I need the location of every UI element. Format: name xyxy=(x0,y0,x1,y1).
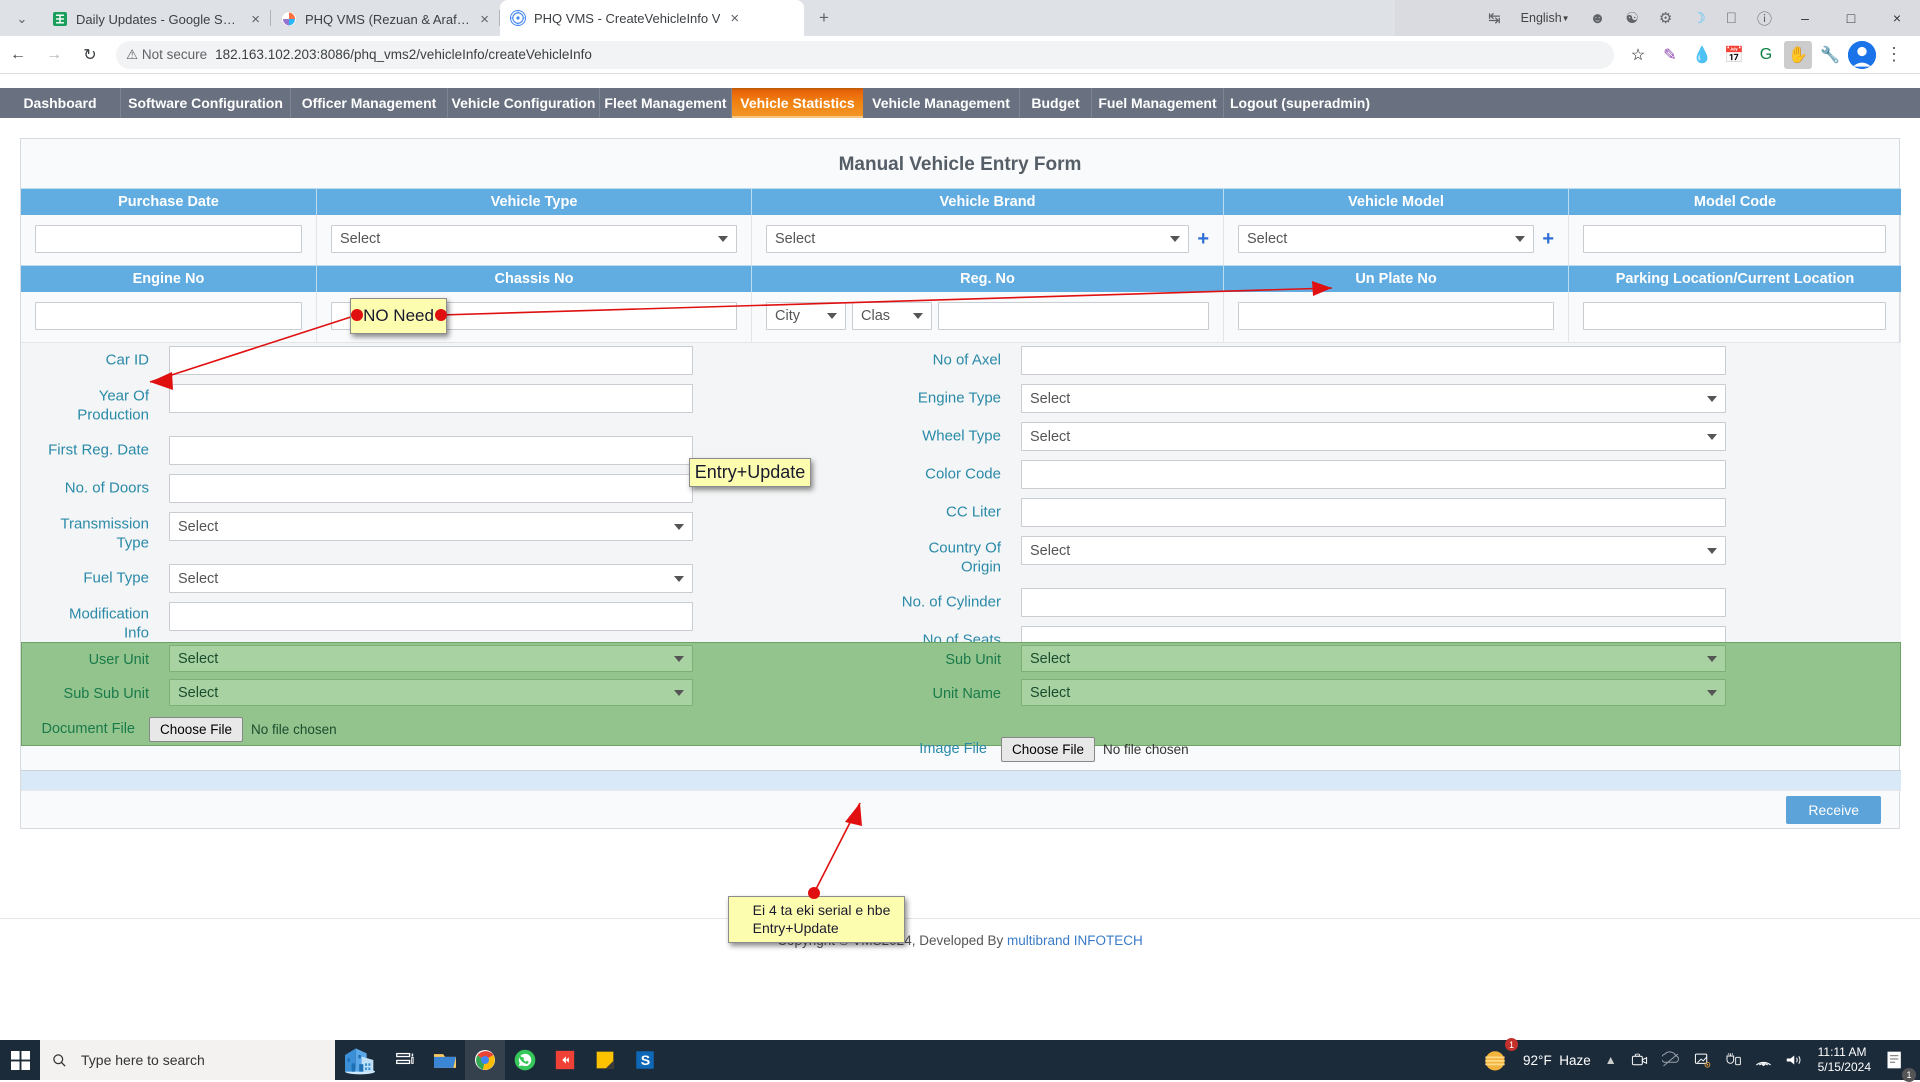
svg-text:S: S xyxy=(641,1053,650,1069)
